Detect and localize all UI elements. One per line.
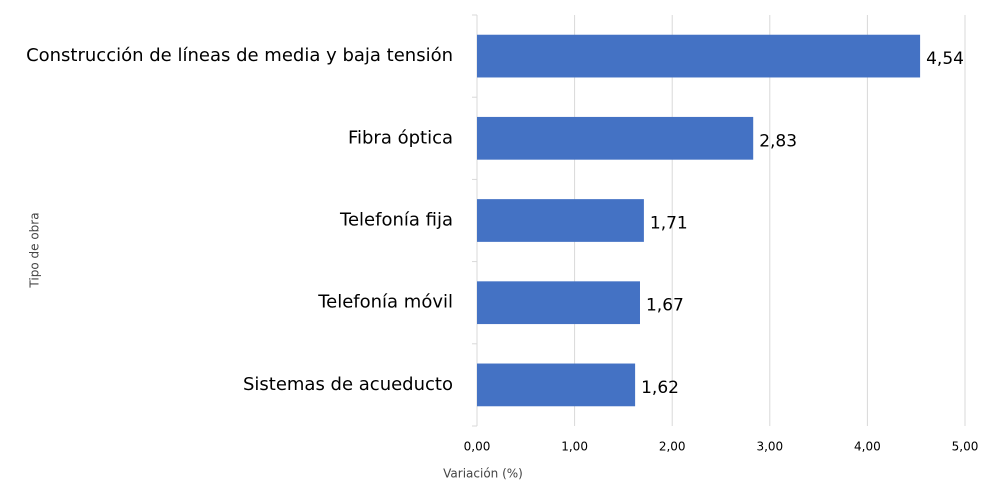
y-axis-label: Tipo de obra: [28, 212, 42, 288]
value-label: 2,83: [759, 131, 797, 151]
x-tick-label: 1,00: [561, 440, 588, 454]
bar: [477, 281, 640, 325]
value-label: 1,71: [650, 214, 688, 234]
y-tick-label: Telefonía fija: [339, 210, 453, 231]
value-label: 1,62: [641, 378, 679, 398]
bar: [477, 363, 636, 407]
bar: [477, 116, 754, 160]
value-label: 4,54: [926, 49, 964, 69]
x-tick-label: 3,00: [756, 440, 783, 454]
x-tick-label: 0,00: [464, 440, 491, 454]
x-tick-label: 5,00: [952, 440, 979, 454]
bar: [477, 34, 921, 78]
y-tick-label: Fibra óptica: [348, 127, 453, 148]
y-tick-label: Sistemas de acueducto: [243, 374, 453, 395]
x-tick-label: 2,00: [659, 440, 686, 454]
y-tick-label: Construcción de líneas de media y baja t…: [26, 45, 453, 66]
y-tick-label: Telefonía móvil: [317, 292, 453, 313]
value-label: 1,67: [646, 296, 684, 316]
x-axis-label: Variación (%): [443, 467, 523, 480]
x-tick-label: 4,00: [854, 440, 881, 454]
bar: [477, 199, 644, 242]
